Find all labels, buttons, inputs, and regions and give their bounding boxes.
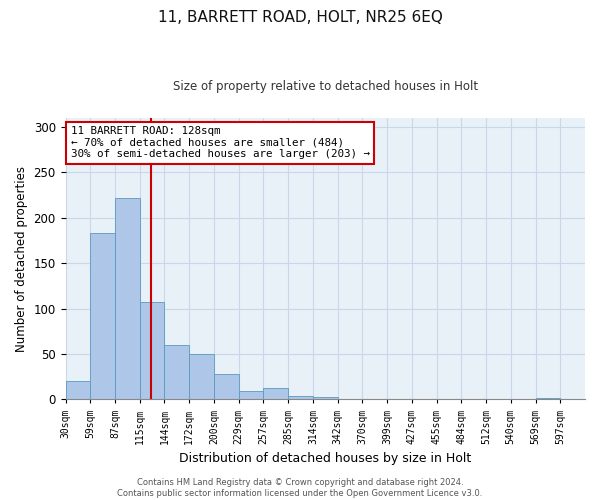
X-axis label: Distribution of detached houses by size in Holt: Distribution of detached houses by size … [179,452,472,465]
Bar [288,396,313,400]
Title: Size of property relative to detached houses in Holt: Size of property relative to detached ho… [173,80,478,93]
Bar [189,354,214,400]
Text: Contains HM Land Registry data © Crown copyright and database right 2024.
Contai: Contains HM Land Registry data © Crown c… [118,478,482,498]
Bar [90,233,115,400]
Bar [115,198,140,400]
Bar [65,381,90,400]
Bar [263,388,288,400]
Bar [239,391,263,400]
Text: 11 BARRETT ROAD: 128sqm
← 70% of detached houses are smaller (484)
30% of semi-d: 11 BARRETT ROAD: 128sqm ← 70% of detache… [71,126,370,160]
Bar [536,398,560,400]
Bar [313,396,338,400]
Text: 11, BARRETT ROAD, HOLT, NR25 6EQ: 11, BARRETT ROAD, HOLT, NR25 6EQ [158,10,442,25]
Bar [214,374,239,400]
Y-axis label: Number of detached properties: Number of detached properties [15,166,28,352]
Bar [140,302,164,400]
Bar [164,345,189,400]
